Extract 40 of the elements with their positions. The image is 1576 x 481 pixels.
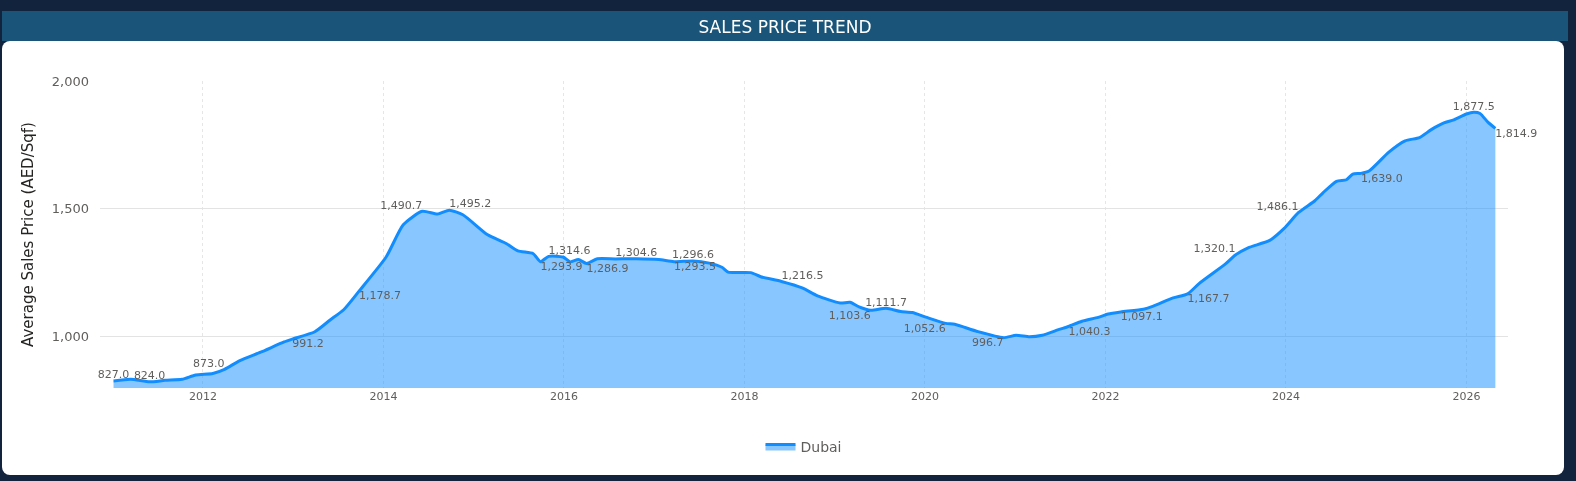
data-label: 996.7 bbox=[971, 335, 1004, 349]
x-tick-label: 2014 bbox=[369, 390, 398, 403]
chart-title: SALES PRICE TREND bbox=[2, 11, 1568, 41]
data-label: 1,304.6 bbox=[615, 246, 658, 260]
y-axis-title: Average Sales Price (AED/Sqf) bbox=[19, 122, 38, 347]
y-tick-label: 1,000 bbox=[51, 329, 89, 345]
data-label: 1,877.5 bbox=[1452, 99, 1495, 113]
x-tick-label: 2012 bbox=[188, 390, 217, 403]
data-label: 1,293.5 bbox=[674, 260, 717, 273]
data-label: 1,040.3 bbox=[1068, 324, 1111, 338]
data-label: 1,314.6 bbox=[548, 243, 591, 257]
data-label: 1,178.7 bbox=[359, 289, 402, 303]
data-label: 1,293.9 bbox=[540, 259, 583, 273]
data-label: 824.0 bbox=[133, 369, 166, 383]
data-label: 1,320.1 bbox=[1193, 242, 1236, 256]
x-tick-label: 2020 bbox=[910, 390, 939, 403]
x-tick-label: 2016 bbox=[549, 390, 578, 403]
data-label: 1,216.5 bbox=[781, 268, 824, 282]
y-tick-label: 2,000 bbox=[51, 73, 89, 89]
data-label: 873.0 bbox=[193, 356, 225, 370]
x-tick-label: 2022 bbox=[1091, 390, 1120, 403]
data-label: 1,639.0 bbox=[1360, 171, 1403, 185]
x-tick-label: 2026 bbox=[1452, 390, 1481, 403]
data-label: 1,490.7 bbox=[380, 198, 423, 212]
x-tick-label: 2018 bbox=[730, 390, 759, 403]
legend-label: Dubai bbox=[800, 439, 842, 456]
data-label: 1,296.6 bbox=[671, 248, 714, 262]
y-tick-label: 1,500 bbox=[51, 201, 89, 217]
data-label: 1,111.7 bbox=[865, 295, 908, 309]
data-label: 1,486.1 bbox=[1256, 199, 1299, 213]
data-label: 991.2 bbox=[292, 337, 324, 351]
data-label: 1,097.1 bbox=[1120, 310, 1163, 324]
x-tick-label: 2024 bbox=[1271, 390, 1300, 403]
data-label: 1,286.9 bbox=[586, 261, 629, 275]
data-label: 1,103.6 bbox=[828, 308, 871, 322]
data-label: 1,814.9 bbox=[1495, 126, 1538, 140]
data-label: 1,167.7 bbox=[1187, 292, 1230, 306]
data-label: 827.0 bbox=[97, 368, 130, 382]
data-label: 1,495.2 bbox=[449, 197, 492, 211]
data-label: 1,052.6 bbox=[903, 321, 946, 335]
